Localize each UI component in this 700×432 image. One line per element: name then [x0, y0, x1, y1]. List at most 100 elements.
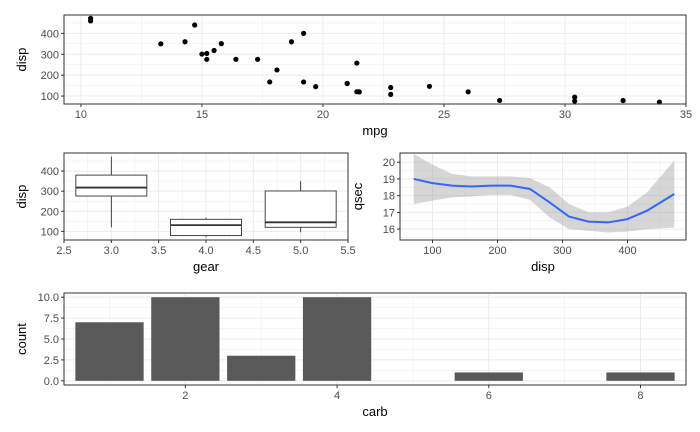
y-tick-label: 5.0: [44, 334, 59, 346]
y-tick-label: 300: [41, 186, 59, 198]
x-tick-label: 4.0: [198, 245, 213, 257]
x-tick-label: 2: [182, 390, 188, 402]
x-tick-label: 100: [423, 245, 441, 257]
scatter-point: [267, 79, 273, 85]
panel-boxplot: 2.5 3.0 3.5 4.0 4.5 5.0 5.5 100 200 300 400 gear dis…: [14, 152, 356, 274]
y-tick-label: 400: [41, 166, 59, 178]
scatter-point: [344, 80, 350, 87]
bar-carb-1: [75, 322, 144, 381]
scatter-point: [354, 89, 360, 95]
bar-carb-4: [302, 297, 372, 381]
y-tick-label: 200: [41, 70, 59, 82]
scatter-point: [255, 56, 261, 62]
x-tick-label: 300: [553, 245, 571, 257]
confidence-band: [413, 153, 675, 233]
x-tick-label: 15: [196, 109, 208, 121]
gridlines: [400, 153, 686, 240]
box-gear-4: [170, 217, 242, 238]
y-axis-title: count: [14, 323, 29, 355]
y-tick-label: 7.5: [44, 313, 59, 325]
y-tick-label: 2.5: [44, 355, 59, 367]
x-tick-label: 6: [486, 390, 492, 402]
bar-carb-3: [227, 355, 296, 381]
y-tick-label: 18: [383, 191, 395, 203]
y-tick-label: 200: [41, 206, 59, 218]
scatter-point: [301, 79, 307, 85]
y-tick-label: 0.0: [44, 376, 59, 388]
scatter-point: [199, 51, 205, 57]
box-iqr: [170, 218, 242, 237]
x-tick-label: 5.5: [340, 245, 355, 257]
scatter-point: [572, 94, 578, 100]
scatter-point: [620, 97, 626, 104]
y-tick-label: 16: [383, 224, 395, 236]
y-tick-label: 300: [41, 49, 59, 61]
scatter-point: [465, 89, 471, 95]
scatter-point: [426, 83, 433, 89]
scatter-point: [388, 84, 394, 91]
y-tick-label: 20: [383, 157, 395, 169]
x-axis-title: mpg: [362, 123, 387, 138]
x-axis-title: carb: [362, 404, 387, 419]
scatter-point: [211, 47, 217, 54]
y-tick-label: 100: [41, 226, 59, 238]
panel-background: [64, 15, 686, 104]
x-tick-label: 20: [317, 109, 329, 121]
x-tick-label: 400: [618, 245, 636, 257]
y-tick-label: 17: [383, 207, 395, 219]
y-tick-label: 19: [383, 174, 395, 186]
scatter-point: [192, 22, 198, 28]
panel-scatter: 10 15 20 25 30 35 100 200 300 400 mpg disp: [14, 14, 692, 138]
scatter-point: [388, 91, 394, 97]
scatter-point: [182, 39, 188, 45]
y-tick-label: 10.0: [38, 292, 59, 304]
box-gear-5: [264, 180, 337, 233]
x-tick-label: 4: [334, 390, 340, 402]
x-tick-label: 200: [488, 245, 506, 257]
panel-border: [63, 292, 687, 386]
scatter-point: [301, 30, 307, 36]
y-axis-title: disp: [14, 48, 29, 72]
scatter-point: [497, 97, 503, 104]
gridlines: [64, 15, 687, 104]
panel-border: [63, 14, 687, 105]
x-tick-label: 3.5: [151, 245, 166, 257]
scatter-points: [88, 15, 662, 105]
x-tick-label: 35: [680, 109, 692, 121]
scatter-point: [204, 50, 210, 57]
smooth-line: [413, 177, 675, 224]
panel-border: [399, 152, 687, 241]
bars: [75, 297, 675, 381]
scatter-point: [354, 60, 360, 66]
x-tick-label: 4.5: [246, 245, 261, 257]
y-axis-title: qsec: [350, 182, 365, 210]
scatter-point: [218, 41, 224, 47]
x-axis-title: disp: [531, 259, 555, 274]
x-tick-label: 8: [637, 390, 643, 402]
scatter-point: [288, 39, 295, 45]
box-iqr: [75, 174, 148, 197]
bar-carb-2: [151, 297, 220, 381]
y-tick-label: 400: [41, 28, 59, 40]
panel-border: [63, 152, 349, 241]
box-iqr: [264, 190, 337, 228]
y-tick-label: 100: [41, 91, 59, 103]
x-tick-label: 10: [75, 109, 87, 121]
x-tick-label: 3.0: [104, 245, 119, 257]
scatter-point: [656, 99, 662, 105]
scatter-point: [158, 41, 164, 47]
x-tick-label: 25: [438, 109, 450, 121]
panel-background: [400, 153, 686, 240]
scatter-point: [313, 84, 319, 90]
x-tick-label: 30: [559, 109, 571, 121]
box-gear-3: [75, 156, 148, 228]
scatter-point: [274, 67, 280, 73]
bar-carb-8: [606, 372, 675, 381]
x-tick-label: 5.0: [293, 245, 308, 257]
bar-carb-6: [454, 372, 523, 381]
scatter-point: [572, 98, 578, 104]
scatter-point: [204, 56, 210, 62]
scatter-point: [88, 18, 94, 24]
scatter-point: [233, 56, 239, 62]
